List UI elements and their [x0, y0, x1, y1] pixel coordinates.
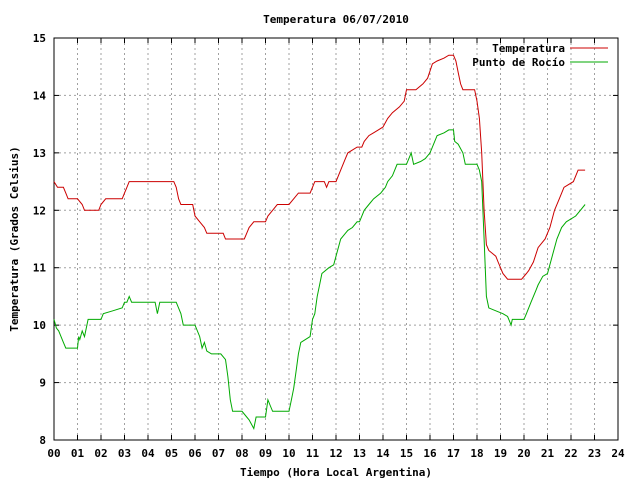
y-tick-label: 13: [33, 147, 46, 160]
x-tick-label: 20: [517, 447, 530, 460]
x-tick-label: 21: [541, 447, 555, 460]
x-tick-label: 01: [71, 447, 85, 460]
series-lines: [53, 54, 586, 430]
x-tick-label: 08: [235, 447, 248, 460]
x-tick-label: 13: [353, 447, 366, 460]
y-tick-label: 11: [33, 262, 47, 275]
x-tick-label: 03: [118, 447, 131, 460]
x-tick-label: 07: [212, 447, 225, 460]
x-tick-label: 02: [94, 447, 107, 460]
y-tick-label: 9: [39, 377, 46, 390]
chart-title: Temperatura 06/07/2010: [263, 13, 409, 26]
y-tick-label: 14: [33, 89, 47, 102]
series-line-temperatura: [53, 54, 586, 280]
x-tick-label: 10: [282, 447, 295, 460]
x-tick-label: 00: [47, 447, 60, 460]
x-tick-label: 18: [470, 447, 483, 460]
legend-label-punto-de-rocio: Punto de Rocío: [472, 56, 565, 69]
axis-ticks: 00 01 02 03 04 05 06 07 08 09 10 11 12 13 14 15 16 17 18 19…: [33, 32, 625, 460]
x-tick-label: 15: [400, 447, 413, 460]
legend: Temperatura Punto de Rocío: [472, 42, 608, 69]
x-tick-label: 06: [188, 447, 202, 460]
y-tick-label: 8: [39, 434, 46, 447]
x-tick-label: 17: [447, 447, 460, 460]
x-tick-label: 24: [611, 447, 625, 460]
x-tick-label: 12: [329, 447, 342, 460]
y-axis-label: Temperatura (Grados Celsius): [8, 146, 21, 331]
x-tick-label: 05: [165, 447, 178, 460]
series-line-punto-de-rocio: [53, 129, 586, 430]
grid: [54, 38, 618, 440]
x-tick-label: 04: [141, 447, 155, 460]
x-tick-label: 11: [306, 447, 320, 460]
x-tick-label: 16: [423, 447, 437, 460]
x-tick-label: 23: [588, 447, 601, 460]
x-tick-label: 14: [376, 447, 390, 460]
x-tick-label: 09: [259, 447, 272, 460]
legend-label-temperatura: Temperatura: [492, 42, 565, 55]
y-tick-label: 10: [33, 319, 46, 332]
x-tick-label: 22: [564, 447, 577, 460]
x-tick-label: 19: [494, 447, 507, 460]
y-tick-label: 12: [33, 204, 46, 217]
x-axis-label: Tiempo (Hora Local Argentina): [240, 466, 432, 479]
y-tick-label: 15: [33, 32, 46, 45]
